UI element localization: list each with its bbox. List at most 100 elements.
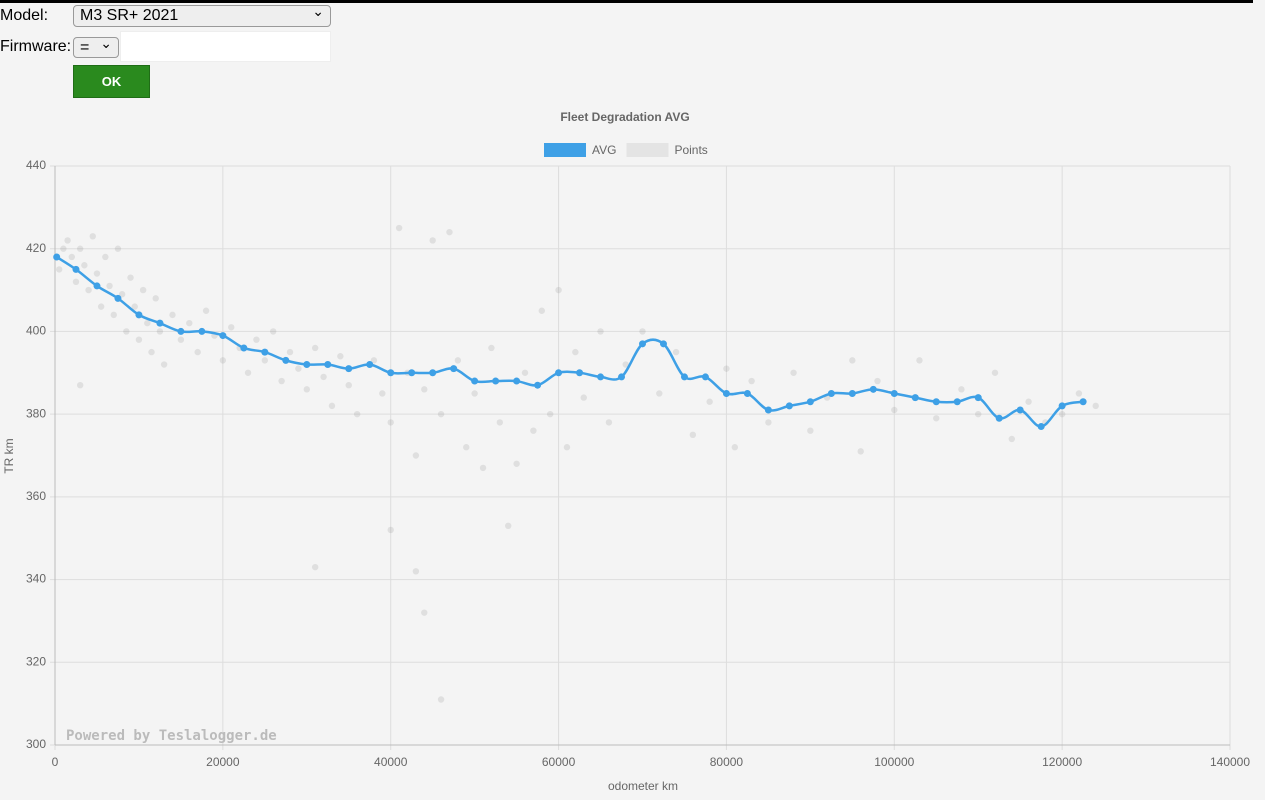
point	[114, 245, 122, 252]
point	[219, 357, 227, 364]
point	[991, 369, 999, 376]
point	[874, 377, 881, 385]
point	[891, 406, 898, 414]
avg-point	[848, 389, 856, 397]
point	[169, 311, 176, 319]
firmware-op-select[interactable]: =	[73, 35, 119, 58]
firmware-label: Firmware:	[0, 38, 72, 55]
point	[421, 609, 428, 616]
point	[446, 228, 453, 236]
point	[127, 274, 134, 281]
avg-point	[974, 394, 982, 402]
point	[311, 344, 319, 352]
point	[933, 415, 940, 422]
model-select[interactable]: M3 SR+ 2021	[73, 3, 331, 27]
point	[202, 307, 210, 314]
avg-point	[219, 332, 227, 340]
point	[505, 522, 512, 530]
point	[311, 563, 319, 571]
avg-point	[366, 361, 374, 369]
point	[295, 365, 302, 372]
point	[303, 386, 310, 393]
y-tick-label: 300	[26, 737, 46, 751]
point	[139, 286, 147, 294]
point	[76, 245, 84, 252]
avg-point	[890, 389, 898, 397]
point	[748, 377, 755, 385]
avg-point	[408, 369, 416, 377]
ok-button[interactable]: OK	[73, 65, 150, 98]
avg-point	[450, 365, 458, 373]
point	[395, 224, 403, 232]
point	[320, 373, 327, 381]
x-tick-label: 60000	[542, 755, 576, 769]
point	[81, 262, 88, 269]
legend-label: Points	[674, 143, 707, 157]
point	[278, 377, 285, 385]
point	[76, 381, 84, 389]
avg-point	[53, 253, 61, 261]
point	[253, 336, 260, 343]
legend-label: AVG	[592, 143, 616, 157]
avg-point	[932, 398, 940, 406]
y-tick-label: 420	[26, 241, 46, 255]
point	[488, 344, 495, 352]
point	[597, 328, 604, 335]
avg-point	[156, 319, 164, 327]
y-tick-label: 340	[26, 572, 46, 586]
watermark: Powered by Teslalogger.de	[66, 728, 277, 744]
point	[64, 237, 71, 244]
point	[152, 295, 159, 302]
point	[177, 336, 185, 343]
point	[471, 390, 478, 397]
point	[656, 390, 663, 397]
point	[387, 526, 394, 534]
avg-line	[56, 255, 1084, 428]
point	[72, 278, 80, 285]
avg-point	[387, 369, 395, 377]
avg-point	[555, 369, 563, 377]
x-tick-label: 40000	[374, 755, 408, 769]
avg-point	[324, 361, 332, 369]
x-tick-label: 120000	[1042, 755, 1082, 769]
point	[790, 369, 797, 376]
point	[270, 328, 277, 335]
point	[429, 237, 436, 244]
point	[807, 427, 814, 434]
point	[530, 427, 537, 434]
firmware-input[interactable]	[120, 31, 331, 62]
point	[454, 357, 462, 364]
point	[605, 419, 613, 426]
point	[60, 245, 67, 252]
avg-point	[114, 294, 122, 302]
point	[131, 303, 138, 310]
point	[513, 460, 520, 467]
avg-point	[995, 414, 1003, 422]
avg-point	[534, 381, 542, 389]
point	[228, 324, 235, 331]
avg-point	[827, 389, 835, 397]
top-border	[0, 0, 1253, 3]
avg-point	[785, 402, 793, 410]
avg-point	[471, 377, 479, 385]
point	[379, 390, 386, 397]
point	[572, 348, 579, 356]
point	[387, 419, 394, 426]
point	[580, 394, 587, 401]
y-tick-label: 440	[26, 158, 46, 172]
point	[639, 328, 646, 335]
avg-point	[1037, 423, 1045, 431]
avg-point	[764, 406, 772, 414]
avg-point	[1079, 398, 1087, 406]
point	[496, 419, 504, 426]
x-tick-label: 20000	[206, 755, 240, 769]
y-tick-label: 380	[26, 406, 46, 420]
avg-point	[1016, 406, 1024, 414]
avg-point	[806, 398, 814, 406]
avg-point	[911, 394, 919, 402]
x-tick-label: 140000	[1210, 755, 1250, 769]
avg-point	[198, 327, 206, 335]
avg-point	[576, 369, 584, 377]
avg-point	[659, 340, 667, 348]
